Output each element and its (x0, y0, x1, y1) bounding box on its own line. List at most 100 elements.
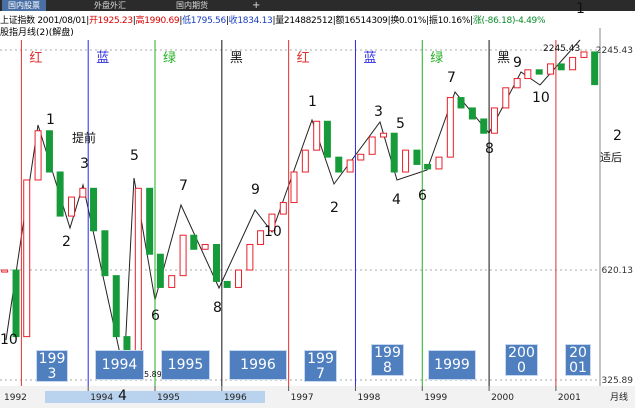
candle (101, 230, 109, 277)
tab[interactable]: 外盘外汇 (94, 1, 126, 10)
y-tick-label: 325.89 (602, 376, 634, 386)
candle (457, 97, 465, 109)
candle (513, 78, 521, 89)
candle (524, 69, 532, 80)
wave-label: 8 (213, 300, 222, 316)
year-box: 2001 (565, 344, 591, 376)
wave-label: 4 (392, 192, 401, 208)
add-tab[interactable]: + (252, 0, 261, 11)
cycle-label: 黑 (497, 51, 510, 66)
candle (446, 97, 454, 158)
quote-field: 振10.16% (428, 16, 471, 26)
candle (468, 107, 476, 120)
year-box: 1993 (36, 350, 68, 382)
candle (357, 153, 365, 161)
quote-field: 涨(-86.18)-4.49% (472, 16, 546, 26)
candle (424, 163, 432, 170)
wave-label: 9 (513, 55, 522, 71)
quote-field: 量214882512 (275, 16, 333, 26)
candle (547, 63, 555, 75)
chart-subtitle: 股指月线(2)(解盘) (0, 28, 74, 38)
wave-label: 提前 (72, 130, 96, 145)
wave-label: 5.89 (144, 370, 162, 379)
candle (23, 179, 31, 338)
wave-label: 2 (330, 200, 339, 216)
wave-label: 6 (151, 308, 160, 324)
candle (535, 69, 543, 75)
candle (1, 269, 9, 273)
x-tick-label: 1992 (4, 393, 27, 403)
cycle-label: 绿 (430, 51, 443, 66)
candle (335, 156, 343, 173)
cycle-label: 蓝 (96, 51, 109, 66)
candle (402, 149, 410, 173)
candle (235, 269, 243, 288)
candle (591, 51, 599, 86)
wave-label: 1 (308, 94, 317, 110)
quote-field: 收1834.13 (228, 16, 273, 26)
candle (268, 213, 276, 232)
candle (79, 187, 87, 198)
quote-field: 低1795.56 (182, 16, 226, 26)
candle (480, 118, 488, 134)
candle (12, 269, 20, 338)
x-tick-label: 1995 (157, 393, 180, 403)
candle (67, 196, 75, 217)
tab[interactable]: 国内期货 (176, 1, 208, 10)
wave-label: 适后 (600, 151, 622, 164)
scrollbar[interactable] (45, 391, 265, 403)
candle (435, 156, 443, 170)
year-box: 1995 (161, 350, 210, 380)
candle (146, 187, 154, 255)
wave-label: 7 (447, 70, 456, 86)
candle (34, 130, 42, 181)
candle (190, 234, 198, 250)
wave-label: 10 (264, 224, 282, 240)
candle (323, 120, 331, 158)
candle (580, 51, 588, 58)
quote-field: 额16514309 (335, 16, 388, 26)
candle (223, 280, 231, 288)
wave-label: 5 (130, 148, 139, 164)
x-axis-title: 月线 (610, 391, 628, 403)
tab[interactable]: 国内股票 (2, 0, 46, 11)
candle (112, 275, 120, 338)
candle (212, 243, 220, 282)
wave-label: 10 (0, 332, 18, 348)
candle (56, 171, 64, 217)
x-tick-label: 1999 (424, 393, 447, 403)
candle (502, 87, 510, 109)
candle (90, 187, 98, 232)
x-tick-label: 1997 (291, 393, 314, 403)
x-tick-label: 1998 (357, 393, 380, 403)
candle (313, 120, 321, 151)
year-box: 1996 (229, 350, 287, 380)
candle (257, 230, 265, 245)
candle (134, 187, 142, 374)
candle (246, 243, 254, 271)
wave-label: 2 (62, 234, 71, 250)
candle (179, 234, 187, 277)
cycle-label: 红 (297, 50, 310, 66)
wave-label: 1 (46, 112, 55, 128)
quote-line: 上证指数 2001/08/01|开1925.23|高1990.69|低1795.… (0, 16, 546, 26)
y-tick-label: 620.13 (602, 266, 634, 276)
wave-lines (5, 39, 581, 373)
wave-label: 7 (179, 178, 188, 194)
quote-field: 上证指数 2001/08/01 (0, 16, 87, 26)
wave-label: 2 (613, 128, 622, 144)
y-tick-label: 2245.43 (596, 46, 633, 56)
wave-label: 2245.43 (543, 44, 580, 54)
candle (390, 132, 398, 173)
candle (45, 130, 53, 173)
year-box: 2000 (505, 344, 538, 376)
candle (279, 202, 287, 215)
year-box: 1999 (428, 350, 476, 380)
wave-label: 1 (576, 1, 585, 17)
year-box: 1994 (95, 350, 144, 380)
candle (380, 132, 388, 138)
tab-bar: 国内股票 外盘外汇 国内期货 + (0, 0, 635, 11)
year-box: 1997 (304, 350, 337, 382)
